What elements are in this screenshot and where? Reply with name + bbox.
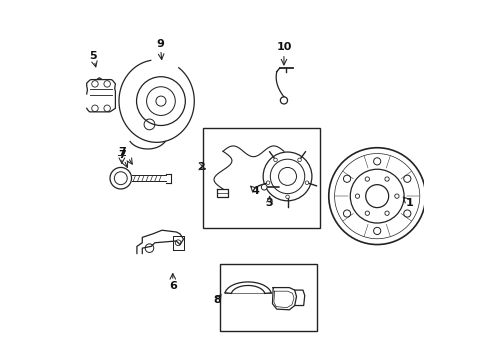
Text: 3: 3 [265, 198, 273, 208]
Circle shape [297, 158, 301, 162]
Circle shape [266, 181, 269, 185]
Text: 2: 2 [197, 162, 204, 172]
Text: 7: 7 [118, 147, 125, 157]
Bar [220, 264, 316, 330]
Text: 1: 1 [405, 198, 412, 208]
Text: 8: 8 [213, 295, 221, 305]
Text: 10: 10 [276, 42, 291, 52]
Circle shape [261, 184, 266, 190]
Text: 5: 5 [89, 51, 97, 61]
Text: 4: 4 [251, 186, 259, 196]
Circle shape [285, 195, 289, 199]
Text: 9: 9 [156, 39, 164, 49]
Text: 7: 7 [118, 150, 125, 160]
Circle shape [305, 181, 308, 185]
Text: 6: 6 [168, 281, 176, 291]
Bar [203, 128, 319, 228]
Circle shape [273, 158, 277, 162]
